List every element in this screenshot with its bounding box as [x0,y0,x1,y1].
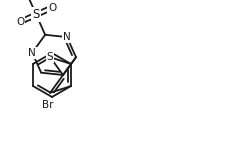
Text: O: O [48,2,56,12]
Text: Br: Br [42,100,54,110]
Text: N: N [63,32,71,42]
Text: N: N [28,48,36,58]
Text: S: S [47,52,53,62]
Text: O: O [16,17,24,27]
Text: S: S [33,8,40,21]
